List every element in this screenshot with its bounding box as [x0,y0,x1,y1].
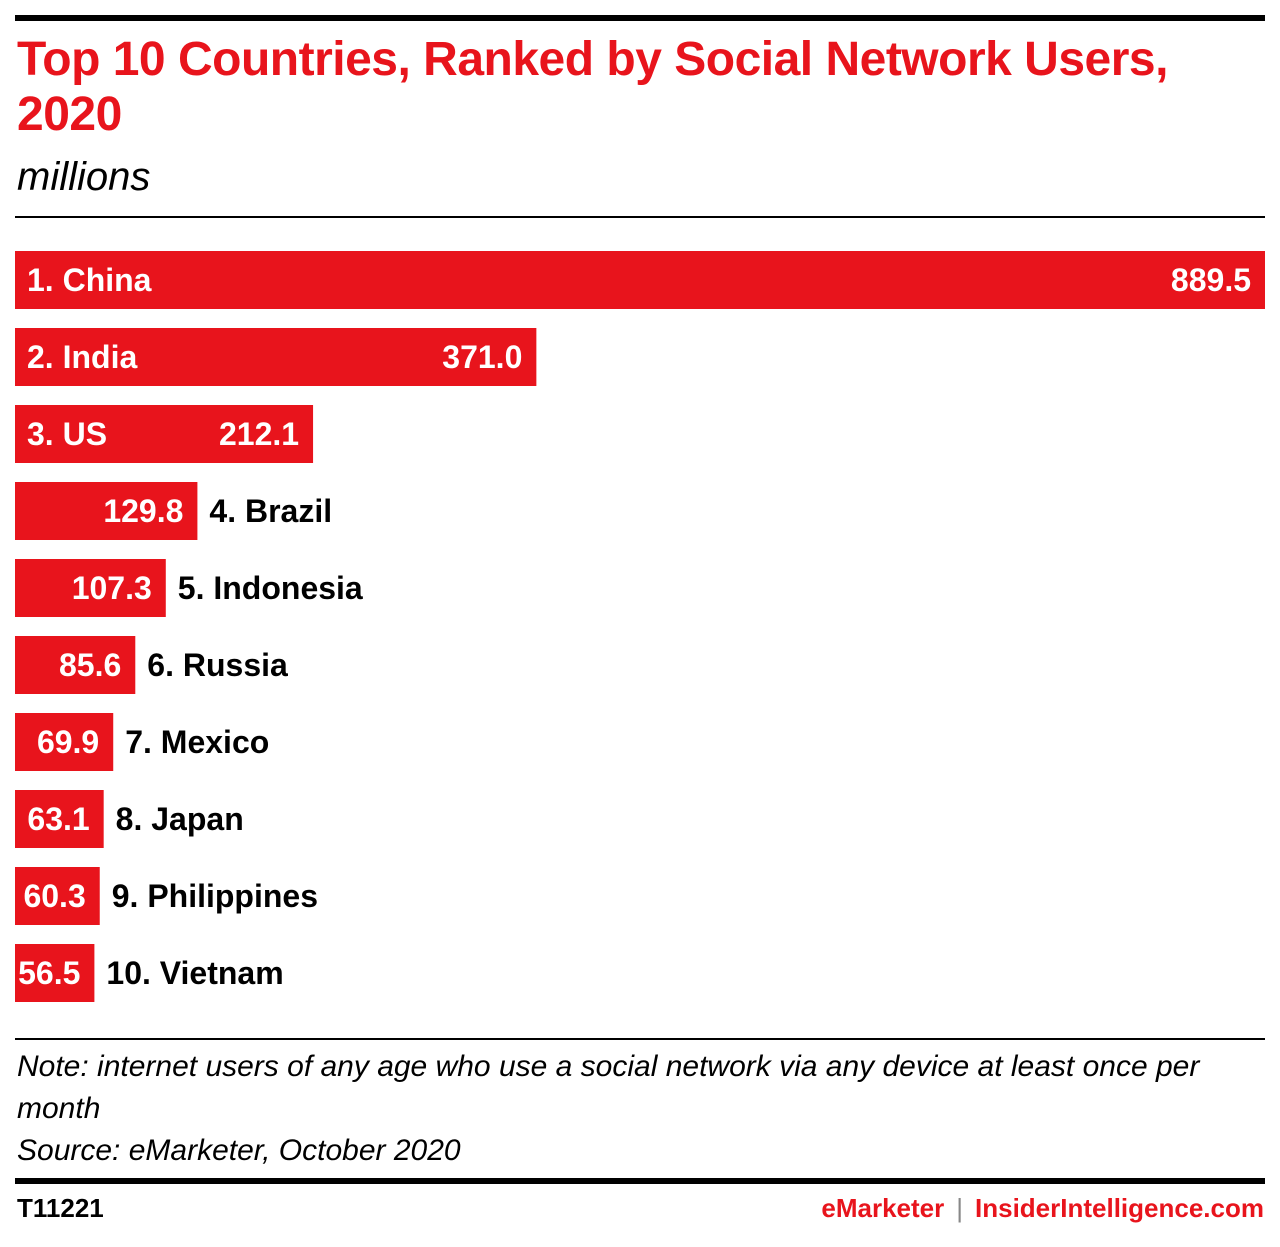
bar-7 [15,713,114,771]
chart-title: Top 10 Countries, Ranked by Social Netwo… [17,33,1168,141]
chart-subtitle: millions [17,155,151,199]
category-label-8: 8. Japan [116,801,244,837]
category-label-9: 9. Philippines [112,878,318,914]
bar-9 [15,867,100,925]
bar-1 [15,251,1265,309]
bar-chart: 889.5 1. China 371.0 2. India 212.1 3. US 129.… [15,251,1265,1002]
brand-emarketer: eMarketer [821,1193,945,1223]
category-label-7: 7. Mexico [125,724,269,760]
value-label-3: 212.1 [219,416,299,452]
category-label-6: 6. Russia [147,647,288,683]
bottom-rule [15,1178,1265,1184]
value-label-10: 56.5 [18,955,80,991]
category-label-3: 3. US [27,416,107,452]
bar-8 [15,790,104,848]
bar-5 [15,559,166,617]
value-label-5: 107.3 [72,570,152,606]
footer-divider [15,1038,1265,1040]
bar-3 [15,405,314,463]
brand-line: eMarketer | InsiderIntelligence.com [821,1193,1264,1224]
category-label-2: 2. India [27,339,137,375]
brand-insider-intelligence: InsiderIntelligence.com [975,1193,1264,1223]
bar-2 [15,328,537,386]
value-label-8: 63.1 [27,801,89,837]
note-text: Note: internet users of any age who use … [17,1050,1200,1125]
value-label-2: 371.0 [442,339,522,375]
category-label-4: 4. Brazil [209,493,332,529]
top-rule [15,15,1265,21]
brand-separator: | [956,1193,964,1223]
value-label-1: 889.5 [1171,262,1251,298]
value-label-6: 85.6 [59,647,121,683]
header-divider [15,216,1265,218]
source-text: Source: eMarketer, October 2020 [17,1134,461,1167]
category-label-1: 1. China [27,262,152,298]
bar-10 [15,944,95,1002]
bar-6 [15,636,136,694]
bar-4 [15,482,198,540]
value-label-7: 69.9 [37,724,99,760]
category-label-10: 10. Vietnam [106,955,283,991]
chart-notes: Note: internet users of any age who use … [17,1046,1257,1172]
category-label-5: 5. Indonesia [178,570,363,606]
value-label-4: 129.8 [103,493,183,529]
chart-id: T11221 [17,1193,104,1223]
value-label-9: 60.3 [23,878,85,914]
